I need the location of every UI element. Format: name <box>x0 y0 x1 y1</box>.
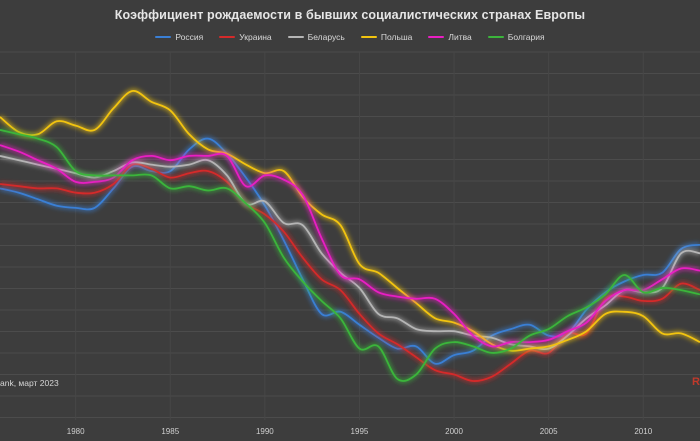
source-note: ank, март 2023 <box>0 378 59 388</box>
legend-item: Болгария <box>487 32 545 42</box>
series-line-glow <box>0 127 700 384</box>
legend-item: Россия <box>155 32 203 42</box>
legend-swatch <box>287 36 304 38</box>
legend-item: Украина <box>219 32 272 42</box>
grid-lines <box>0 51 700 420</box>
x-tick-label: 2005 <box>540 427 558 436</box>
series-1 <box>0 136 700 367</box>
x-tick-label: 1980 <box>67 427 85 436</box>
x-tick-label: 2000 <box>445 427 463 436</box>
chart-title: Коэффициент рождаемости в бывших социали… <box>114 8 586 22</box>
x-tick-label: 1985 <box>161 427 179 436</box>
legend-swatch <box>428 36 445 38</box>
legend-label: Литва <box>448 32 472 42</box>
legend-item: Беларусь <box>287 32 345 42</box>
legend-swatch <box>219 36 236 38</box>
x-tick-label: 1990 <box>256 427 274 436</box>
x-tick-label: 2010 <box>634 427 652 436</box>
chart-legend: Россия Украина Беларусь Польша Литва Болгария <box>0 32 700 42</box>
series-line <box>0 90 700 352</box>
legend-swatch <box>487 36 504 38</box>
legend-label: Украина <box>239 32 272 42</box>
legend-label: Болгария <box>507 32 545 42</box>
legend-label: Польша <box>380 32 413 42</box>
series-6 <box>0 127 700 384</box>
series-4 <box>0 88 700 354</box>
series-line <box>0 129 700 382</box>
series-line <box>0 137 700 365</box>
legend-swatch <box>155 36 172 38</box>
x-tick-label: 1995 <box>351 427 369 436</box>
legend-label: Россия <box>175 32 204 42</box>
legend-item: Литва <box>428 32 472 42</box>
brand-logo: R <box>692 376 700 388</box>
legend-item: Польша <box>360 32 413 42</box>
legend-label: Беларусь <box>307 32 345 42</box>
legend-swatch <box>360 36 377 38</box>
